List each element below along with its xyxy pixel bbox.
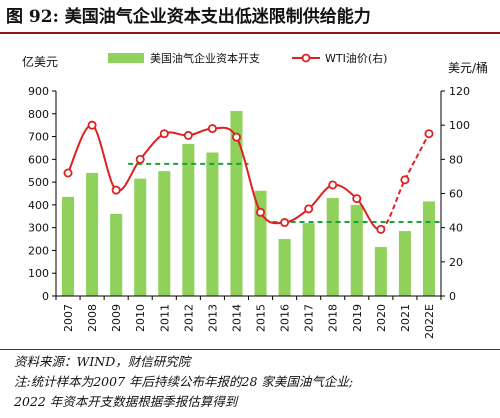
sample-note: 注:统计样本为2007 年后持续公布年报的28 家美国油气企业; xyxy=(14,374,354,389)
x-axis-tick-label: 2013 xyxy=(206,304,219,332)
x-axis-tick-label: 2015 xyxy=(255,304,268,332)
x-axis-tick-label: 2022E xyxy=(423,304,436,339)
left-axis-tick-label: 600 xyxy=(28,153,49,166)
wti-point xyxy=(231,132,241,142)
capex-wti-chart: 美国油气企业资本开支 WTI油价(右) 亿美元 美元/桶01002003004005… xyxy=(22,51,488,339)
capex-bar xyxy=(158,171,171,296)
axes: 亿美元 美元/桶 0 100 200 300 400 500 600 700 800 900 0 20 40… xyxy=(22,54,488,339)
wti-line-dashed xyxy=(380,133,430,231)
wti-point xyxy=(424,129,434,139)
figure-title: 图 92: 美国油气企业资本支出低迷限制供给能力 xyxy=(6,7,371,27)
x-axis-tick-label: 2009 xyxy=(110,304,123,332)
capex-bar xyxy=(134,178,147,296)
notes-block: 资料来源：WIND，财信研究院 注:统计样本为2007 年后持续公布年报的28 … xyxy=(14,352,494,412)
right-axis-unit: 美元/桶 xyxy=(448,60,488,75)
x-axis-tick-label: 2021 xyxy=(399,304,412,332)
left-axis-tick-label: 0 xyxy=(42,290,49,303)
legend-bar-label: 美国油气企业资本开支 xyxy=(150,51,260,65)
left-axis-tick-label: 200 xyxy=(28,244,49,257)
capex-bar xyxy=(254,190,267,296)
x-axis-tick-label: 2020 xyxy=(375,304,388,332)
estimate-note: 2022 年资本开支数据根据季报估算得到 xyxy=(14,394,238,409)
wti-line-series xyxy=(63,120,434,234)
notes-rule xyxy=(0,349,500,350)
wti-point xyxy=(376,224,386,234)
x-axis-tick-label: 2008 xyxy=(86,304,99,332)
capex-bar xyxy=(206,152,219,296)
source-note: 资料来源：WIND，财信研究院 xyxy=(14,354,191,369)
legend-line-marker xyxy=(301,53,311,63)
x-axis-tick-label: 2012 xyxy=(182,304,195,332)
wti-point xyxy=(400,175,410,185)
right-axis-tick-label: 0 xyxy=(449,290,456,303)
left-axis-tick-label: 800 xyxy=(28,108,49,121)
left-axis-tick-label: 100 xyxy=(28,267,49,280)
left-axis-tick-label: 700 xyxy=(28,131,49,144)
right-axis-tick-label: 40 xyxy=(449,222,463,235)
capex-bar xyxy=(230,111,243,297)
wti-point xyxy=(352,194,362,204)
wti-point xyxy=(159,129,169,139)
reference-lines xyxy=(128,162,441,223)
right-axis-tick-label: 80 xyxy=(449,153,463,166)
wti-point xyxy=(63,168,73,178)
wti-point xyxy=(304,204,314,214)
capex-bar xyxy=(302,223,315,296)
capex-bar xyxy=(278,239,291,296)
capex-bar xyxy=(374,247,387,296)
capex-bars xyxy=(62,111,435,297)
x-axis-tick-label: 2010 xyxy=(134,304,147,332)
capex-bar xyxy=(86,173,99,296)
capex-bar xyxy=(350,204,363,296)
capex-bar xyxy=(422,201,435,296)
x-axis-tick-label: 2007 xyxy=(62,304,75,332)
x-axis-tick-label: 2017 xyxy=(303,304,316,332)
wti-point xyxy=(207,124,217,134)
x-axis-tick-label: 2016 xyxy=(279,304,292,332)
left-axis-tick-label: 300 xyxy=(28,222,49,235)
right-axis-tick-label: 20 xyxy=(449,256,463,269)
capex-bar xyxy=(62,196,75,296)
title-rule xyxy=(0,32,500,34)
left-axis-tick-label: 500 xyxy=(28,176,49,189)
capex-bar xyxy=(110,214,123,296)
legend-bar-swatch xyxy=(108,53,144,63)
wti-point xyxy=(183,130,193,140)
left-axis-unit: 亿美元 xyxy=(22,54,58,69)
capex-bar xyxy=(398,231,411,296)
wti-point xyxy=(280,218,290,228)
capex-bar xyxy=(326,198,339,296)
wti-point xyxy=(328,180,338,190)
right-axis-tick-label: 60 xyxy=(449,188,463,201)
left-axis-tick-label: 400 xyxy=(28,199,49,212)
legend-line-label: WTI油价(右) xyxy=(325,51,387,65)
wti-point xyxy=(135,154,145,164)
x-axis-tick-label: 2014 xyxy=(230,304,243,332)
right-axis-tick-label: 100 xyxy=(449,119,470,132)
x-axis-tick-label: 2018 xyxy=(327,304,340,332)
x-axis-tick-label: 2011 xyxy=(158,304,171,332)
right-axis-tick-label: 120 xyxy=(449,85,470,98)
capex-bar xyxy=(182,143,195,296)
wti-point xyxy=(87,120,97,130)
wti-point xyxy=(256,207,266,217)
x-axis-tick-label: 2019 xyxy=(351,304,364,332)
legend: 美国油气企业资本开支 WTI油价(右) xyxy=(108,51,387,65)
wti-point xyxy=(111,185,121,195)
left-axis-tick-label: 900 xyxy=(28,85,49,98)
